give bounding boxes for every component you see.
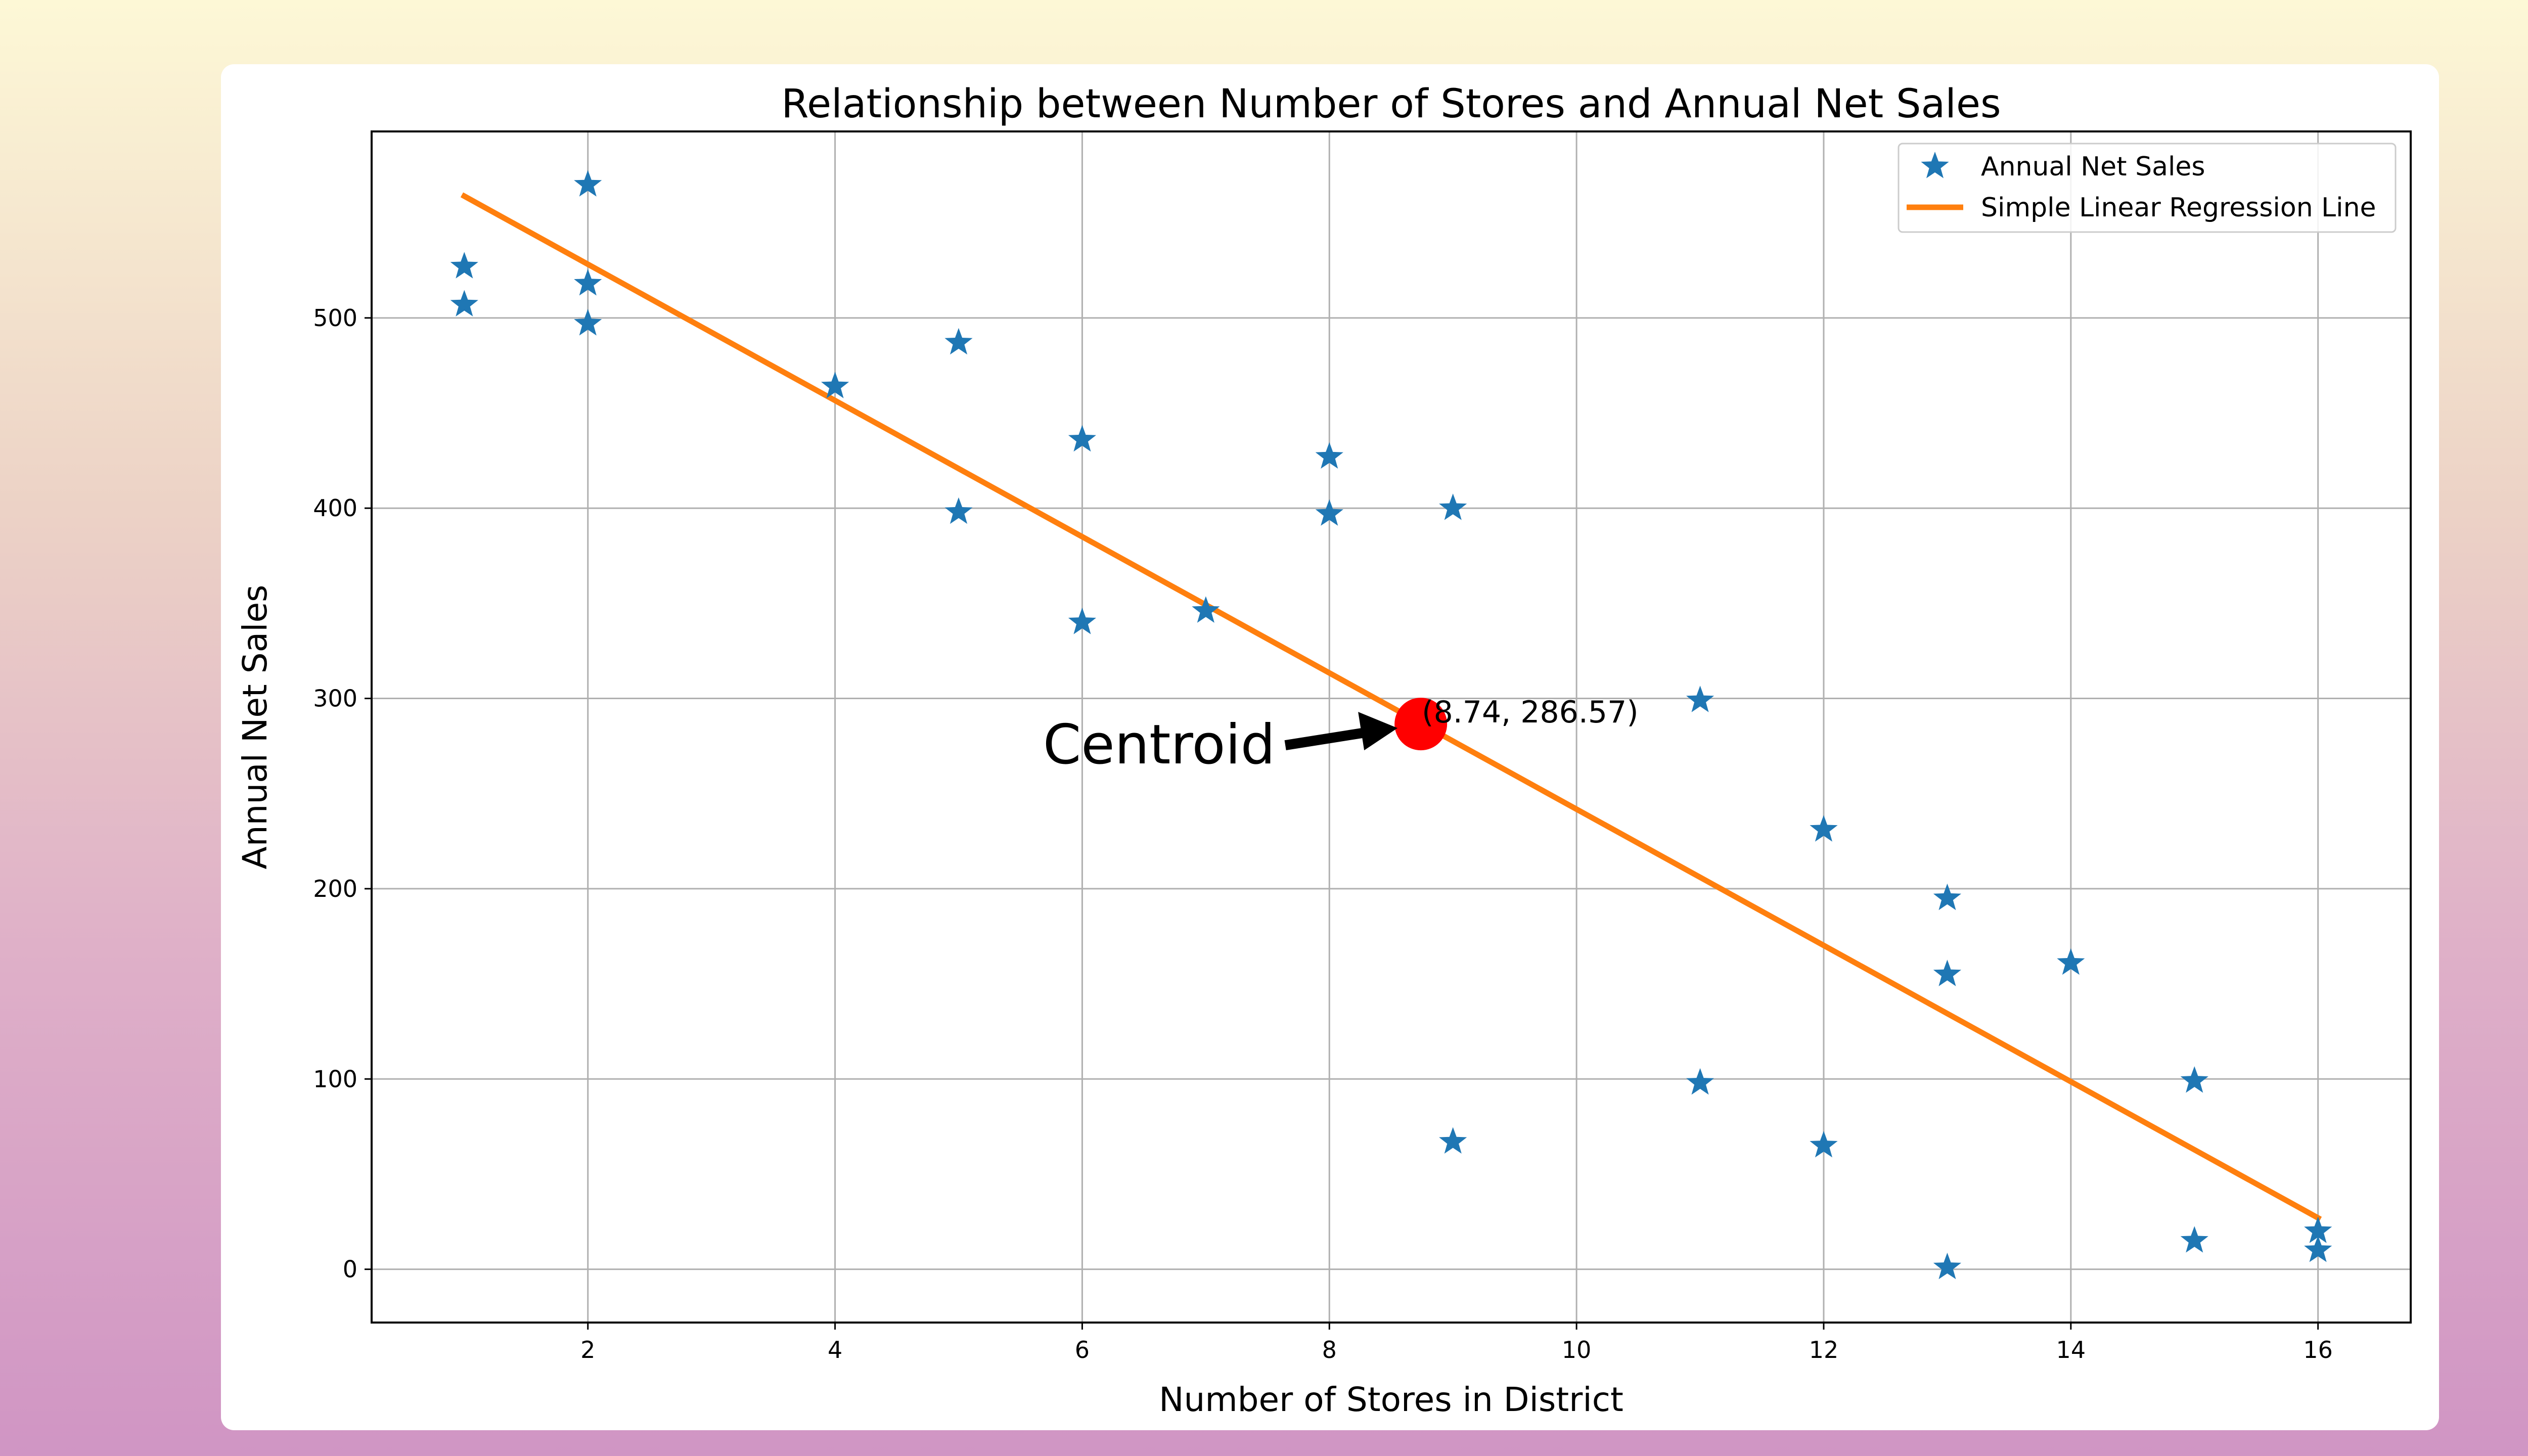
centroid-arrow-shaft [1284, 727, 1369, 750]
data-point-star [1068, 425, 1096, 452]
data-points [450, 170, 2332, 1280]
regression-line-group [460, 192, 2322, 1222]
data-point-star [1686, 1068, 1714, 1095]
x-tick-label: 4 [828, 1336, 842, 1363]
y-axis-label: Annual Net Sales [236, 585, 275, 870]
legend: Annual Net Sales Simple Linear Regressio… [1898, 143, 2397, 233]
x-axis-ticks: 2 4 6 8 10 12 14 16 [580, 1323, 2333, 1363]
chart-title: Relationship between Number of Stores an… [781, 81, 2001, 127]
centroid-coordinate-label: (8.74, 286.57) [1422, 695, 1639, 730]
data-point-star [821, 372, 849, 398]
centroid-point [1394, 698, 1448, 751]
centroid-arrowhead [1358, 712, 1398, 751]
data-point-star [2180, 1066, 2208, 1093]
x-tick-label: 10 [1562, 1336, 1592, 1363]
data-point-star [574, 170, 602, 197]
x-axis-label: Number of Stores in District [1159, 1380, 1623, 1419]
centroid-annotation-label: Centroid [1043, 713, 1275, 777]
data-point-star [2304, 1216, 2332, 1243]
y-tick-label: 400 [313, 494, 357, 522]
data-point-star [1810, 815, 1838, 842]
x-tick-label: 12 [1809, 1336, 1839, 1363]
x-tick-label: 16 [2303, 1336, 2333, 1363]
data-point-star [1933, 1252, 1961, 1280]
data-point-star [944, 497, 973, 524]
data-point-star [1439, 493, 1467, 520]
chart-card: (8.74, 286.57) Centroid 2 4 6 8 10 12 14 16 0 100… [221, 64, 2439, 1430]
data-point-star [1439, 1127, 1467, 1154]
data-point-star [574, 269, 602, 296]
y-tick-label: 0 [343, 1256, 357, 1283]
x-tick-label: 6 [1075, 1336, 1090, 1363]
data-point-star [1810, 1131, 1838, 1158]
data-point-star [1192, 596, 1220, 623]
legend-star-marker-icon [1921, 152, 1949, 178]
scatter-chart: (8.74, 286.57) Centroid 2 4 6 8 10 12 14 16 0 100… [236, 81, 2412, 1419]
data-point-star [1686, 686, 1714, 712]
data-point-star [1933, 960, 1961, 986]
x-tick-label: 8 [1322, 1336, 1337, 1363]
data-point-star [1315, 499, 1343, 526]
regression-line [460, 192, 2322, 1222]
y-tick-label: 500 [313, 304, 357, 332]
data-point-star [574, 309, 602, 336]
y-tick-label: 100 [313, 1065, 357, 1093]
x-tick-label: 2 [580, 1336, 595, 1363]
y-tick-label: 300 [313, 685, 357, 712]
y-axis-ticks: 0 100 200 300 400 500 [313, 304, 372, 1283]
legend-box [1898, 143, 2397, 233]
y-tick-label: 200 [313, 875, 357, 902]
plot-frame [371, 130, 2412, 1324]
data-point-star [2304, 1236, 2332, 1262]
data-point-star [450, 290, 478, 316]
data-point-star [1068, 608, 1096, 634]
data-point-star [1933, 883, 1961, 911]
data-point-star [2180, 1226, 2208, 1253]
legend-label-regression: Simple Linear Regression Line [1981, 193, 2376, 223]
data-point-star [944, 328, 973, 355]
data-point-star [450, 252, 478, 279]
legend-label-scatter: Annual Net Sales [1981, 152, 2205, 182]
x-tick-label: 14 [2056, 1336, 2086, 1363]
data-point-star [2057, 948, 2085, 975]
annotation-group: (8.74, 286.57) Centroid [1043, 695, 1639, 777]
data-point-star [1315, 442, 1343, 469]
